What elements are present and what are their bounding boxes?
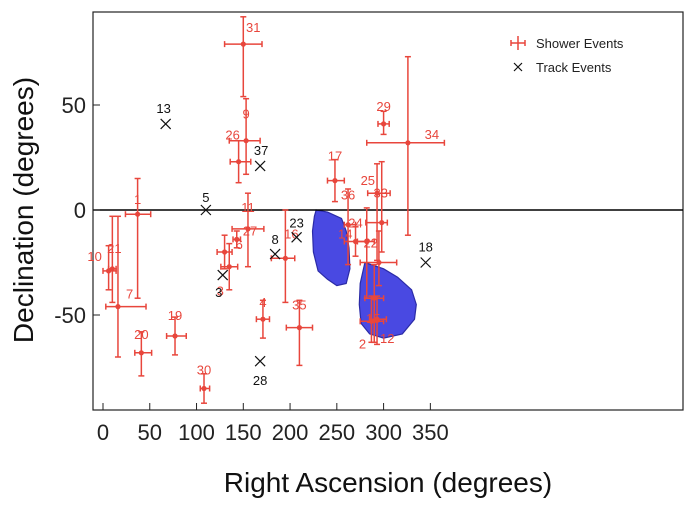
shower-event-point xyxy=(364,238,370,245)
x-axis-title: Right Ascension (degrees) xyxy=(224,467,552,498)
shower-event-point xyxy=(135,211,141,217)
shower-event-label: 17 xyxy=(328,149,342,164)
shower-event-point xyxy=(172,333,178,339)
x-tick-label: 0 xyxy=(97,420,109,445)
shower-event-point xyxy=(405,140,411,146)
plot-frame xyxy=(92,11,684,411)
shower-event-label: 20 xyxy=(134,327,148,342)
shower-event-label: 35 xyxy=(292,298,306,313)
shower-event-label: 16 xyxy=(284,226,298,241)
track-event-marker xyxy=(291,231,303,243)
track-event-label: 5 xyxy=(202,190,209,205)
shower-event-point xyxy=(282,255,288,261)
track-event-marker xyxy=(254,355,266,367)
shower-events-layer xyxy=(102,16,446,404)
shower-event-point xyxy=(240,41,246,47)
track-event-label: 13 xyxy=(156,101,170,116)
track-event-marker xyxy=(254,160,266,172)
track-event-marker xyxy=(200,204,212,216)
shower-event-point xyxy=(376,259,382,266)
x-tick-label: 250 xyxy=(318,420,355,445)
legend-track-label: Track Events xyxy=(536,60,612,75)
shower-event-label: 31 xyxy=(246,20,260,35)
shower-event-point xyxy=(109,266,115,272)
shower-event-point xyxy=(374,316,380,322)
track-event-marker xyxy=(420,257,432,268)
shower-event-label: 26 xyxy=(225,128,239,143)
y-tick-label: 0 xyxy=(74,198,86,223)
shower-event-label: 21 xyxy=(107,241,121,256)
shower-event-point xyxy=(245,226,251,232)
shower-event-label: 2 xyxy=(359,336,366,351)
x-tick-label: 300 xyxy=(365,420,402,445)
y-axis-title: Declination (degrees) xyxy=(8,77,39,343)
shower-event-point xyxy=(380,121,387,127)
x-tick-label: 200 xyxy=(272,420,309,445)
shower-event-label: 9 xyxy=(242,107,249,122)
shower-event-point xyxy=(296,325,303,331)
shower-event-label: 10 xyxy=(87,249,101,264)
shower-event-label: 19 xyxy=(168,308,182,323)
region-b xyxy=(358,261,417,339)
shower-event-label: 7 xyxy=(126,287,133,302)
shower-event-label: 24 xyxy=(348,216,362,231)
shower-event-label: 1 xyxy=(134,192,141,207)
shower-event-label: 30 xyxy=(197,363,211,378)
shower-event-point xyxy=(243,138,249,144)
shower-event-label: 3 xyxy=(217,284,224,299)
shower-event-label: 15 xyxy=(366,311,380,326)
track-event-label: 18 xyxy=(418,240,432,255)
track-event-label: 37 xyxy=(254,143,268,158)
shower-event-point xyxy=(260,316,266,322)
shower-event-point xyxy=(115,304,121,310)
track-event-label: 23 xyxy=(289,215,303,230)
shower-event-label: 34 xyxy=(425,127,439,142)
legend-shower-label: Shower Events xyxy=(536,36,624,51)
shower-event-label: 6 xyxy=(236,237,243,252)
y-tick-label: 50 xyxy=(62,93,86,118)
shower-event-label: 25 xyxy=(361,173,375,188)
legend: Shower Events Track Events xyxy=(510,36,624,75)
x-tick-label: 100 xyxy=(178,420,215,445)
x-tick-label: 350 xyxy=(412,420,449,445)
shower-event-label: 33 xyxy=(373,186,387,201)
shower-event-point xyxy=(234,236,240,242)
shower-event-point xyxy=(138,350,144,356)
region-a xyxy=(311,209,351,287)
shower-event-label: 11 xyxy=(241,200,255,215)
axis-ticks: 0 50 100 150 200 250 300 350 -50 0 50 xyxy=(54,93,449,445)
shower-event-label: 4 xyxy=(259,295,266,310)
shower-event-point xyxy=(226,264,232,270)
x-tick-label: 50 xyxy=(138,420,162,445)
shower-event-point xyxy=(374,190,380,196)
shower-event-point xyxy=(379,220,385,226)
track-event-marker xyxy=(269,248,281,260)
shower-event-label: 14 xyxy=(338,227,352,242)
shower-event-label: 27 xyxy=(243,223,257,238)
y-tick-label: -50 xyxy=(54,303,86,328)
shower-event-label: 36 xyxy=(341,188,355,203)
shower-event-point xyxy=(236,159,242,165)
regions-layer xyxy=(311,209,417,339)
shower-event-point xyxy=(221,249,228,255)
shower-event-label: 29 xyxy=(376,99,390,114)
track-event-marker xyxy=(160,118,172,130)
track-event-marker xyxy=(217,269,229,281)
shower-event-point xyxy=(345,222,351,228)
shower-event-label: 22 xyxy=(363,236,377,251)
x-tick-label: 150 xyxy=(225,420,262,445)
shower-event-label: 12 xyxy=(380,331,394,346)
shower-event-point xyxy=(201,385,207,392)
track-event-label: 28 xyxy=(253,373,267,388)
track-event-label: 3 xyxy=(215,285,222,300)
shower-event-point xyxy=(332,178,338,184)
track-event-label: 8 xyxy=(271,232,278,247)
shower-event-point xyxy=(371,295,377,301)
legend-track-marker xyxy=(513,62,523,72)
